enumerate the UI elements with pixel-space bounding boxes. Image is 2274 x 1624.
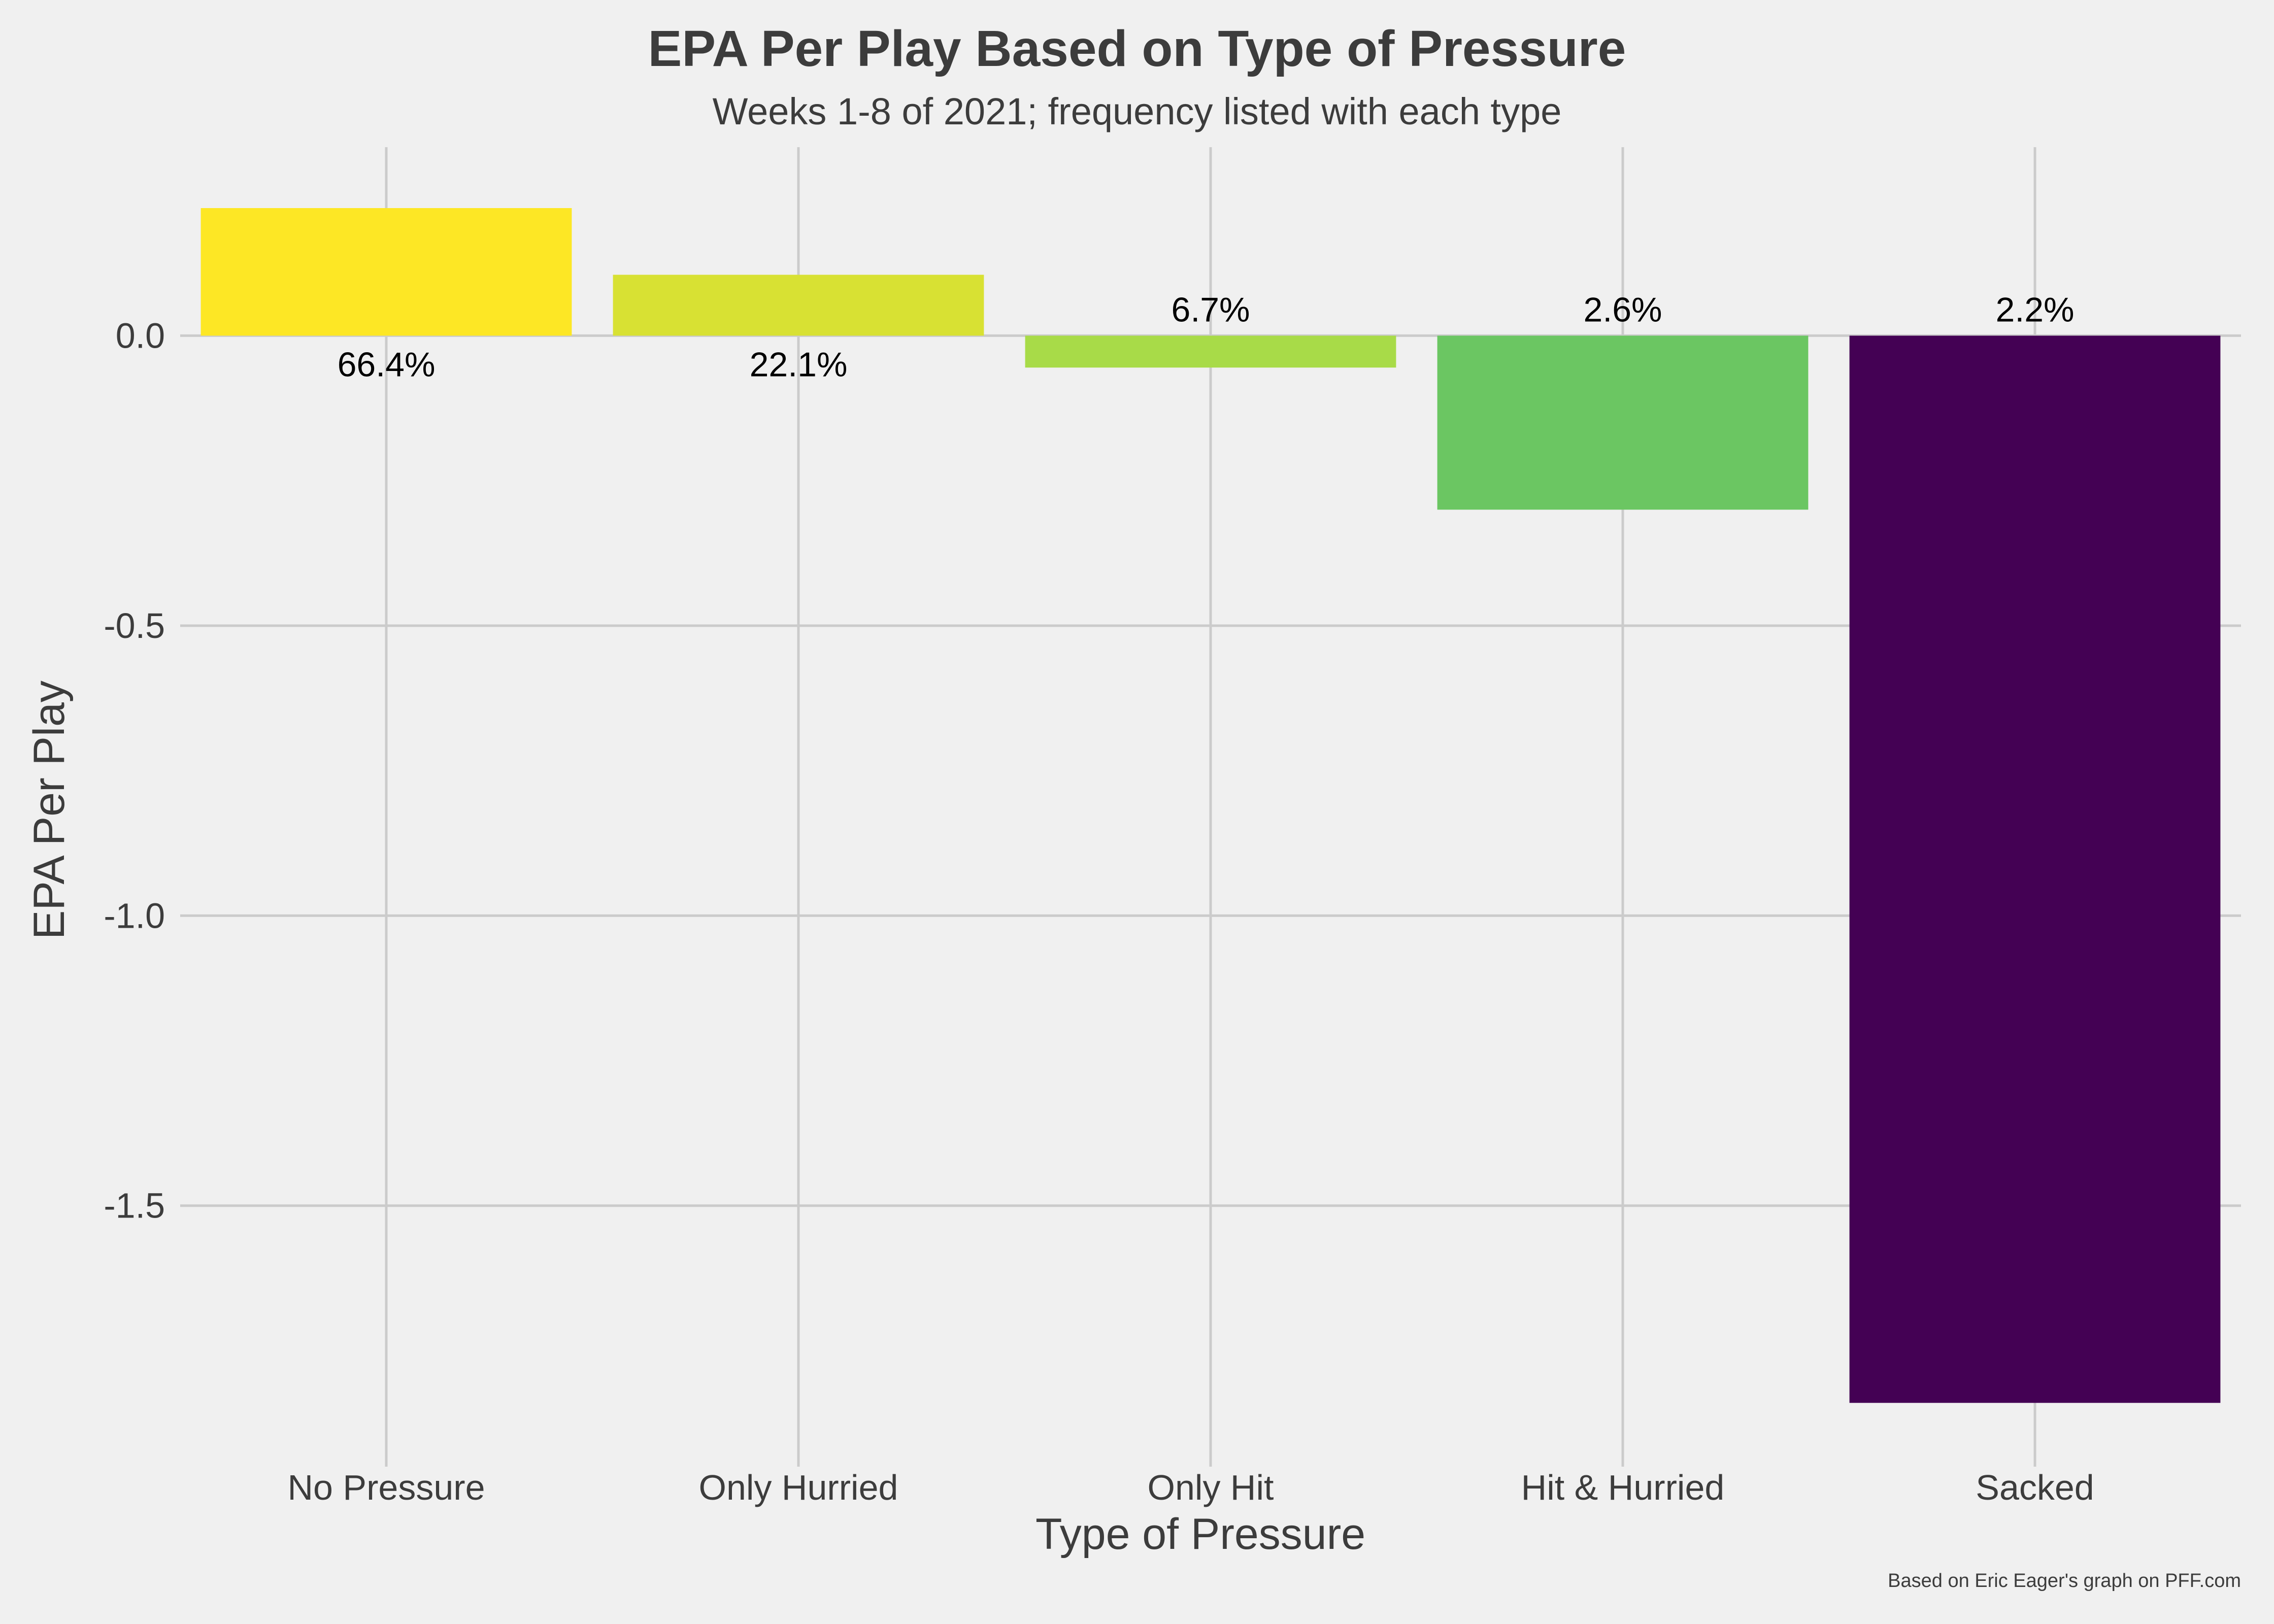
x-tick-label: No Pressure [287, 1468, 485, 1507]
bar [1849, 335, 2221, 1403]
bar [200, 208, 572, 336]
frequency-label: 2.6% [1584, 290, 1662, 329]
chart-title: EPA Per Play Based on Type of Pressure [648, 20, 1626, 77]
y-tick-label: -1.5 [104, 1186, 165, 1226]
x-tick-label: Only Hit [1148, 1468, 1274, 1507]
chart-caption: Based on Eric Eager's graph on PFF.com [1888, 1570, 2241, 1592]
frequency-label: 6.7% [1172, 290, 1250, 329]
axes: 0.0 -0.5 -1.0 -1.5 No Pressure Only Hurried On… [104, 316, 2094, 1507]
y-tick-label: -1.0 [104, 896, 165, 935]
y-axis-title: EPA Per Play [25, 681, 74, 939]
x-tick-label: Sacked [1976, 1468, 2094, 1507]
frequency-label: 22.1% [750, 345, 848, 384]
x-axis-title: Type of Pressure [1035, 1510, 1365, 1559]
x-tick-label: Only Hurried [699, 1468, 898, 1507]
frequency-label: 66.4% [338, 345, 436, 384]
data-labels: 66.4% 22.1% 6.7% 2.6% 2.2% [338, 290, 2075, 384]
bar [1025, 335, 1396, 368]
frequency-label: 2.2% [1996, 290, 2075, 329]
y-tick-label: -0.5 [104, 606, 165, 646]
y-tick-label: 0.0 [116, 316, 165, 355]
bars [200, 208, 2221, 1403]
bar [613, 275, 984, 336]
chart-subtitle: Weeks 1-8 of 2021; frequency listed with… [713, 90, 1562, 132]
x-tick-label: Hit & Hurried [1521, 1468, 1725, 1507]
bar [1437, 335, 1809, 510]
